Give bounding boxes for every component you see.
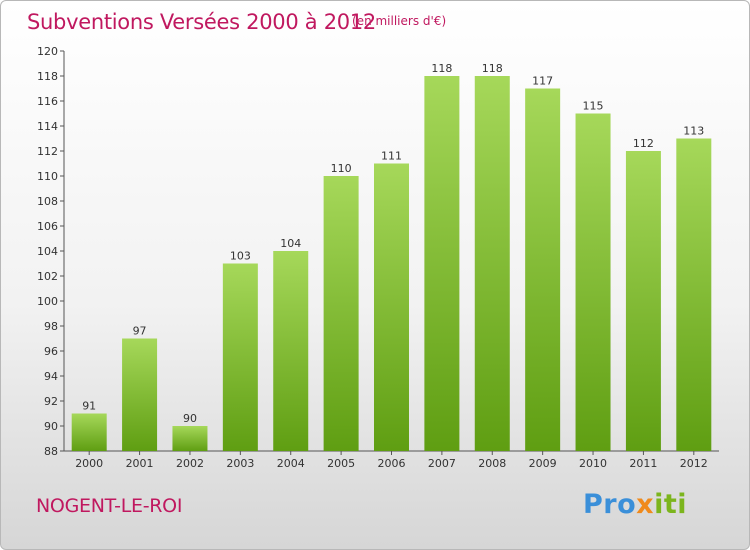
bar [222,263,258,451]
bar-value-label: 104 [280,237,301,250]
x-tick-label: 2012 [680,457,708,470]
y-tick-label: 106 [37,220,58,233]
x-tick-label: 2007 [428,457,456,470]
y-tick-label: 94 [44,370,58,383]
y-tick-label: 110 [37,170,58,183]
y-tick-label: 116 [37,95,58,108]
y-tick-label: 98 [44,320,58,333]
bar-value-label: 112 [633,137,654,150]
x-tick-label: 2004 [277,457,305,470]
bar [374,163,409,451]
bar [575,113,611,451]
bar [474,76,510,451]
y-tick-label: 96 [44,345,58,358]
x-tick-label: 2002 [176,457,204,470]
y-tick-label: 90 [44,420,58,433]
x-tick-label: 2001 [126,457,154,470]
bar-value-label: 111 [381,150,402,163]
x-tick-label: 2005 [327,457,355,470]
y-tick-label: 114 [37,120,58,133]
x-tick-label: 2006 [378,457,406,470]
x-tick-label: 2010 [579,457,607,470]
unit-note: (en milliers d'€) [352,14,447,28]
bar-value-label: 117 [532,75,553,88]
bar-value-label: 118 [482,62,503,75]
logo-part-pro: Pro [583,489,637,520]
logo-part-x: x [636,489,655,520]
y-tick-label: 108 [37,195,58,208]
bar [525,88,561,451]
y-tick-label: 112 [37,145,58,158]
bar [424,76,460,451]
y-tick-label: 100 [37,295,58,308]
bar [273,251,309,451]
x-tick-label: 2009 [529,457,557,470]
bar-value-label: 103 [230,250,251,263]
bar [172,426,208,451]
bar-value-label: 90 [183,412,197,425]
bar [323,176,359,451]
logo-part-iti: iti [654,489,687,520]
proxiti-logo: Proxiti [583,489,687,520]
y-tick-label: 120 [37,45,58,58]
bar-value-label: 115 [583,100,604,113]
y-tick-label: 102 [37,270,58,283]
bar-value-label: 118 [431,62,452,75]
bar-value-label: 113 [683,125,704,138]
y-tick-label: 92 [44,395,58,408]
chart-title: Subventions Versées 2000 à 2012 [27,10,376,34]
y-tick-label: 104 [37,245,58,258]
x-tick-label: 2003 [226,457,254,470]
x-tick-label: 2000 [75,457,103,470]
bar [122,338,158,451]
bar-value-label: 91 [82,400,96,413]
bar-value-label: 110 [331,162,352,175]
bar-value-label: 97 [133,325,147,338]
x-tick-label: 2011 [629,457,657,470]
y-tick-label: 118 [37,70,58,83]
bar [676,138,712,451]
bar [625,151,661,451]
x-tick-label: 2008 [478,457,506,470]
bar [71,413,107,451]
y-tick-label: 88 [44,445,58,458]
commune-name: NOGENT-LE-ROI [36,495,183,517]
